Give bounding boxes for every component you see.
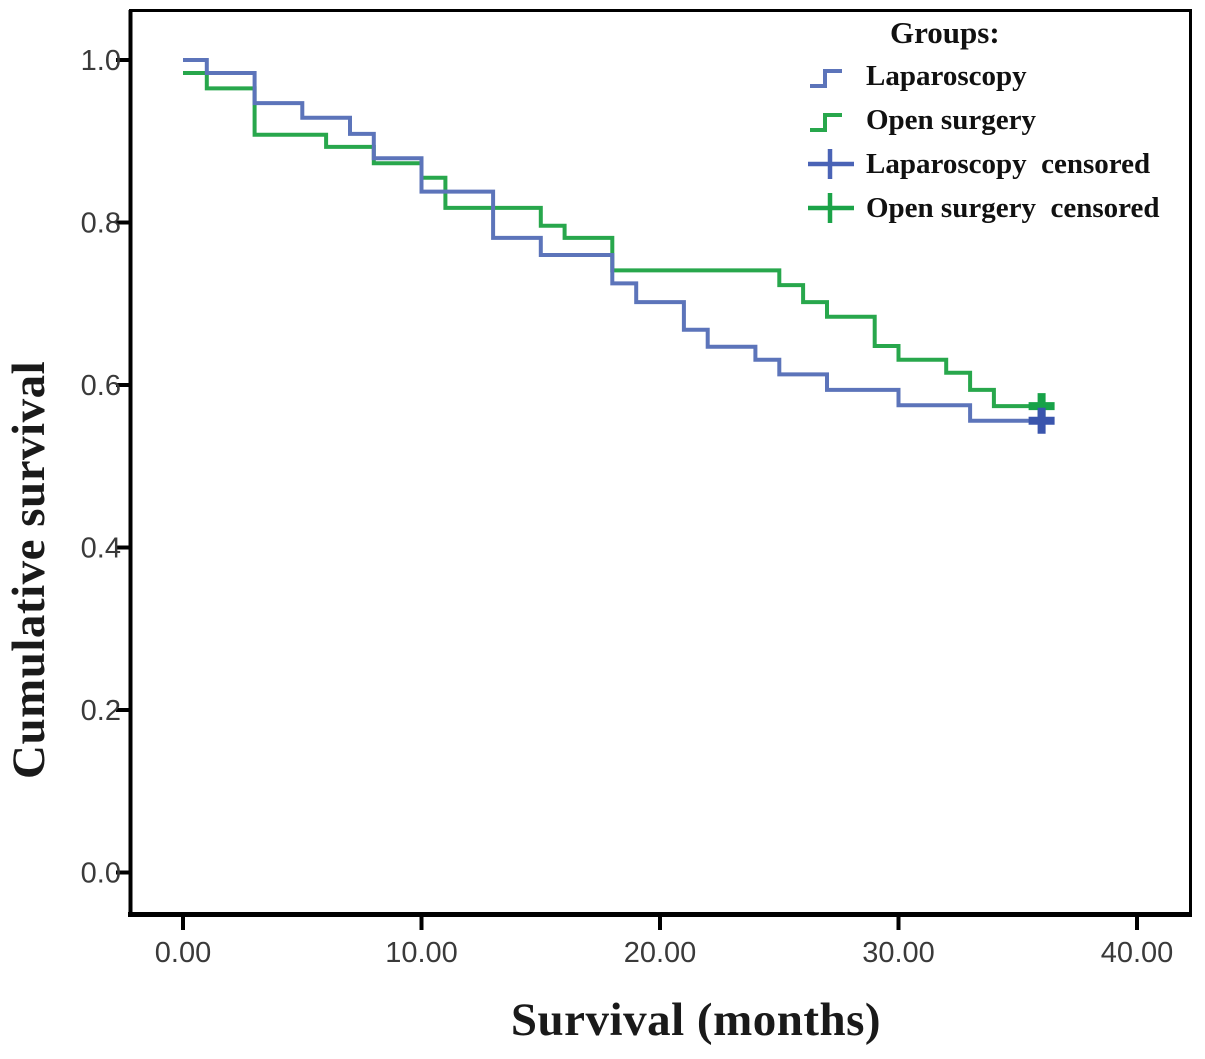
- x-tick-label: 20.00: [624, 937, 697, 969]
- plus-mark-icon: [808, 193, 854, 223]
- y-tick-label: 1.0: [81, 45, 121, 77]
- y-axis-title: Cumulative survival: [3, 360, 55, 780]
- axis-tick-marks: [116, 58, 1139, 930]
- y-tick-label: 0.8: [81, 208, 121, 240]
- censored-mark-laparoscopy: [1028, 407, 1055, 434]
- legend-label: Open surgery: [866, 103, 1036, 136]
- legend-item-laparoscopy: Laparoscopy: [806, 54, 1202, 98]
- x-axis-title: Survival (months): [510, 994, 882, 1046]
- y-tick-label: 0.6: [81, 370, 121, 402]
- legend-title: Groups:: [890, 15, 1000, 50]
- legend-item-open-surgery: Open surgery: [806, 98, 1202, 142]
- step-line-icon: [810, 113, 842, 132]
- survival-curve-laparoscopy: [183, 58, 1052, 423]
- survival-curves: [183, 58, 1052, 423]
- legend: Groups: Laparoscopy Open surgery Laparos…: [806, 12, 1202, 230]
- legend-label: Laparoscopy censored: [866, 147, 1151, 180]
- x-tick-label: 30.00: [862, 937, 935, 969]
- censor-marks: [1028, 393, 1055, 434]
- step-line-icon: [810, 69, 842, 88]
- axis-tick-labels: 0.00 10.00 20.00 30.00 40.00 0.0 0.2 0.4 0.6 0.8 1…: [81, 45, 1174, 969]
- plus-mark-icon: [808, 149, 854, 179]
- y-tick-label: 0.2: [81, 695, 121, 727]
- y-tick-label: 0.4: [81, 533, 121, 565]
- x-tick-label: 10.00: [385, 937, 458, 969]
- x-tick-label: 0.00: [155, 937, 211, 969]
- legend-item-laparoscopy-censored: Laparoscopy censored: [806, 142, 1202, 186]
- legend-item-open-surgery-censored: Open surgery censored: [806, 186, 1202, 230]
- x-tick-label: 40.00: [1101, 937, 1174, 969]
- legend-label: Open surgery censored: [866, 191, 1160, 224]
- legend-label: Laparoscopy: [866, 59, 1027, 92]
- y-tick-label: 0.0: [81, 858, 121, 890]
